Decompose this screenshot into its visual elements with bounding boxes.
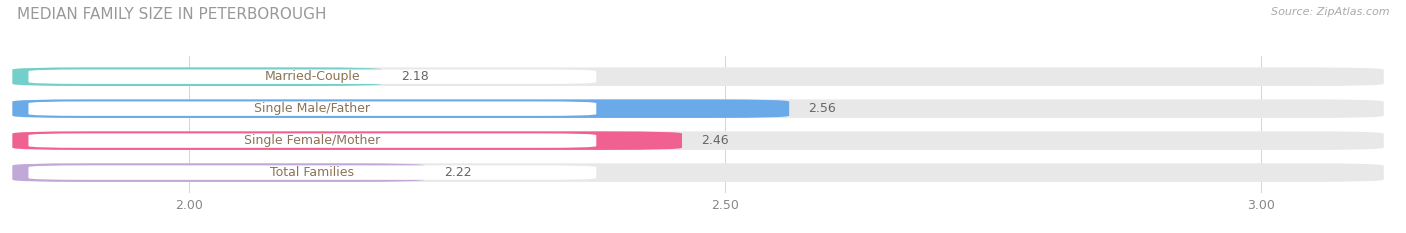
FancyBboxPatch shape	[13, 67, 1384, 86]
Text: 2.22: 2.22	[444, 166, 472, 179]
Text: 2.56: 2.56	[808, 102, 837, 115]
Text: Source: ZipAtlas.com: Source: ZipAtlas.com	[1271, 7, 1389, 17]
FancyBboxPatch shape	[28, 69, 596, 84]
FancyBboxPatch shape	[13, 163, 425, 182]
FancyBboxPatch shape	[13, 99, 789, 118]
FancyBboxPatch shape	[28, 134, 596, 148]
FancyBboxPatch shape	[28, 165, 596, 180]
FancyBboxPatch shape	[13, 163, 1384, 182]
FancyBboxPatch shape	[28, 101, 596, 116]
Text: Single Male/Father: Single Male/Father	[254, 102, 370, 115]
Text: Married-Couple: Married-Couple	[264, 70, 360, 83]
FancyBboxPatch shape	[13, 131, 682, 150]
Text: Single Female/Mother: Single Female/Mother	[245, 134, 381, 147]
Text: MEDIAN FAMILY SIZE IN PETERBOROUGH: MEDIAN FAMILY SIZE IN PETERBOROUGH	[17, 7, 326, 22]
FancyBboxPatch shape	[13, 99, 1384, 118]
Text: 2.46: 2.46	[702, 134, 728, 147]
FancyBboxPatch shape	[13, 67, 382, 86]
Text: 2.18: 2.18	[401, 70, 429, 83]
FancyBboxPatch shape	[13, 131, 1384, 150]
Text: Total Families: Total Families	[270, 166, 354, 179]
